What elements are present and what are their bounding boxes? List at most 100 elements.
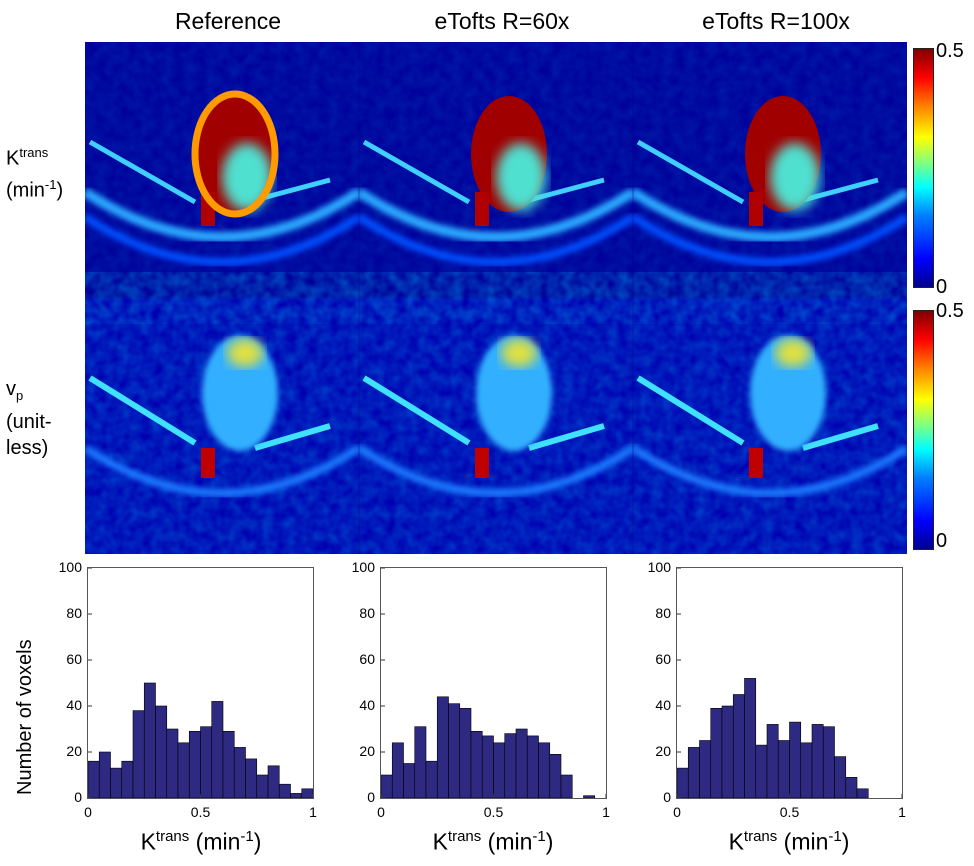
ktrans-unit-sup: -1 <box>44 176 57 192</box>
xlabel-main: K <box>432 828 448 855</box>
histogram-bar <box>744 678 757 798</box>
y-tick-label: 40 <box>655 697 671 713</box>
histogram-bar <box>143 682 156 798</box>
histogram-bar <box>155 705 168 798</box>
histogram-bar <box>822 726 835 798</box>
x-tick-label: 0.5 <box>190 804 211 820</box>
y-tick-label: 60 <box>655 651 671 667</box>
vp-unit-line2: less) <box>6 437 49 459</box>
histogram-bar <box>845 777 858 798</box>
histogram-bar <box>481 735 494 798</box>
histogram-bar <box>800 742 813 798</box>
xlabel-reference: Ktrans (min-1) <box>86 828 316 856</box>
colorbar-ktrans <box>913 48 934 288</box>
y-tick-label: 40 <box>359 697 375 713</box>
ktrans-sup: trans <box>19 145 49 160</box>
histogram-ylabel: Number of voxels <box>14 639 36 795</box>
body-outline-ktrans <box>630 187 907 242</box>
x-tick-label: 0.5 <box>779 804 800 820</box>
tumor-rim-vp <box>501 339 537 367</box>
xlabel-unit-sup: -1 <box>828 828 842 845</box>
xlabel-unit: (min <box>481 828 533 855</box>
rib-right-ktrans <box>802 177 879 203</box>
histogram-bar <box>256 774 269 798</box>
histogram-etofts-100x: 0 20 40 60 80 100 0 0.5 1 <box>648 559 906 820</box>
histogram-bar <box>233 747 246 798</box>
ktrans-unit-close: ) <box>56 179 64 202</box>
histogram-bar <box>436 696 449 798</box>
colorbar-ktrans-max: 0.5 <box>936 40 964 62</box>
histogram-bar <box>710 708 723 798</box>
histogram-etofts-60x: 0 20 40 60 80 100 0 0.5 1 <box>352 559 610 820</box>
body-outline-vp <box>85 444 362 497</box>
rib-right-vp <box>528 423 605 451</box>
y-tick-label: 0 <box>367 789 375 805</box>
histogram-bar <box>732 694 745 798</box>
x-tick-label: 1 <box>898 804 906 820</box>
rib-left-vp <box>636 375 745 446</box>
body-outline-ktrans <box>356 187 636 242</box>
histogram-bar <box>493 742 506 798</box>
histogram-bar <box>677 767 689 798</box>
histogram-bar <box>856 788 869 798</box>
histogram-bar <box>459 708 472 798</box>
xlabel-etofts-100x: Ktrans (min-1) <box>674 828 904 856</box>
xlabel-main: K <box>140 828 156 855</box>
histogram-bar <box>504 733 517 798</box>
histogram-bar <box>278 783 291 798</box>
vessel-ktrans <box>475 192 489 226</box>
rib-left-ktrans <box>636 139 745 205</box>
histogram-bar <box>245 758 258 798</box>
histogram-bar <box>98 751 111 798</box>
rib-left-ktrans <box>88 139 197 205</box>
vessel-vp <box>201 448 215 478</box>
body-outline-inner-ktrans <box>85 213 362 266</box>
y-tick-label: 100 <box>58 559 82 575</box>
x-tick-label: 0 <box>673 804 681 820</box>
histogram-bar <box>549 754 562 798</box>
xlabel-etofts-60x: Ktrans (min-1) <box>378 828 608 856</box>
vp-unit-line1: (unit- <box>6 411 52 433</box>
histogram-bar <box>425 760 438 798</box>
row-label-vp: vp (unit- less) <box>6 376 52 461</box>
histogram-plot <box>381 568 606 798</box>
histogram-bar <box>699 740 712 798</box>
xlabel-close: ) <box>253 828 262 855</box>
rib-right-ktrans <box>254 177 331 203</box>
y-tick-label: 40 <box>66 697 82 713</box>
row-label-ktrans: Ktrans (min-1) <box>6 140 63 203</box>
histogram-reference: 0 20 40 60 80 100 0 0.5 1 <box>59 559 317 820</box>
rib-right-ktrans <box>528 177 605 203</box>
histogram-bar <box>121 760 134 798</box>
histogram-bar <box>583 795 596 798</box>
map-panels <box>85 42 907 554</box>
histogram-bar <box>470 731 483 798</box>
tumor-core-ktrans <box>496 143 546 211</box>
tumor-core-ktrans <box>770 143 820 211</box>
histogram-bar <box>777 740 790 798</box>
histogram-bar <box>290 793 303 798</box>
x-tick-label: 0 <box>377 804 385 820</box>
histogram-bar <box>391 742 404 798</box>
y-tick-label: 80 <box>655 605 671 621</box>
histogram-bar <box>166 728 179 798</box>
y-tick-label: 20 <box>655 743 671 759</box>
histogram-bar <box>834 756 847 798</box>
tumor-vp <box>476 335 552 451</box>
xlabel-close: ) <box>545 828 554 855</box>
body-outline-inner-ktrans <box>630 213 907 266</box>
tumor-core-ktrans <box>222 143 272 211</box>
histogram-bar <box>414 726 427 798</box>
vp-sub: p <box>16 388 24 403</box>
histogram-bar <box>687 747 700 798</box>
histogram-bar <box>211 701 224 798</box>
tumor-rim-vp <box>227 339 263 367</box>
parameter-maps <box>85 42 907 554</box>
histogram-bar <box>526 735 539 798</box>
tumor-vp <box>750 335 826 451</box>
rib-right-vp <box>802 423 879 451</box>
histogram-bar <box>721 705 734 798</box>
histogram-bar <box>789 721 802 798</box>
x-tick-label: 1 <box>309 804 317 820</box>
x-tick-label: 0 <box>84 804 92 820</box>
